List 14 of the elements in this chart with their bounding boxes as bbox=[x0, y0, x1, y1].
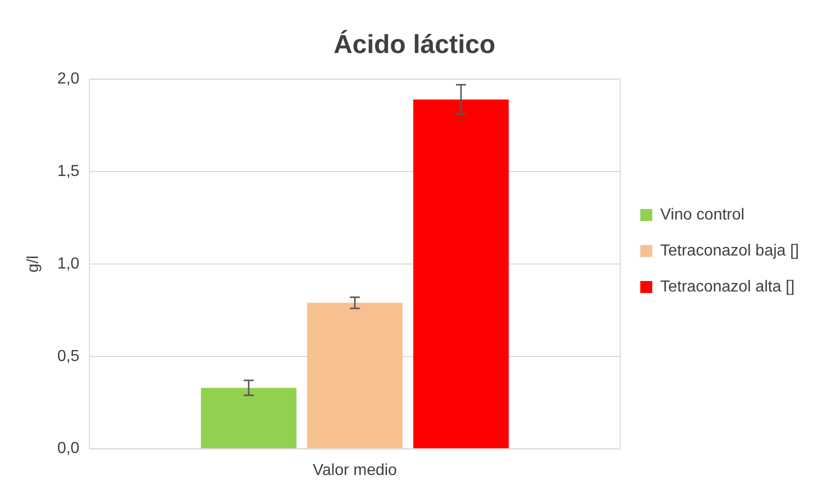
y-tick-label: 0,5 bbox=[57, 348, 80, 365]
bar bbox=[413, 100, 509, 448]
legend-label: Tetraconazol baja [] bbox=[660, 242, 799, 260]
y-tick-label: 1,0 bbox=[57, 255, 80, 272]
bar bbox=[200, 388, 296, 448]
bar bbox=[307, 302, 403, 448]
y-tick-label: 2,0 bbox=[57, 70, 80, 88]
y-axis-title: g/l bbox=[25, 256, 42, 272]
x-tick-label: Valor medio bbox=[312, 462, 398, 479]
legend-label: Tetraconazol alta [] bbox=[660, 278, 795, 296]
chart-title: Ácido láctico bbox=[334, 28, 496, 59]
y-tick-label: 0,0 bbox=[57, 440, 80, 458]
legend-label: Vino control bbox=[660, 206, 744, 224]
y-tick-label: 1,5 bbox=[57, 163, 80, 180]
